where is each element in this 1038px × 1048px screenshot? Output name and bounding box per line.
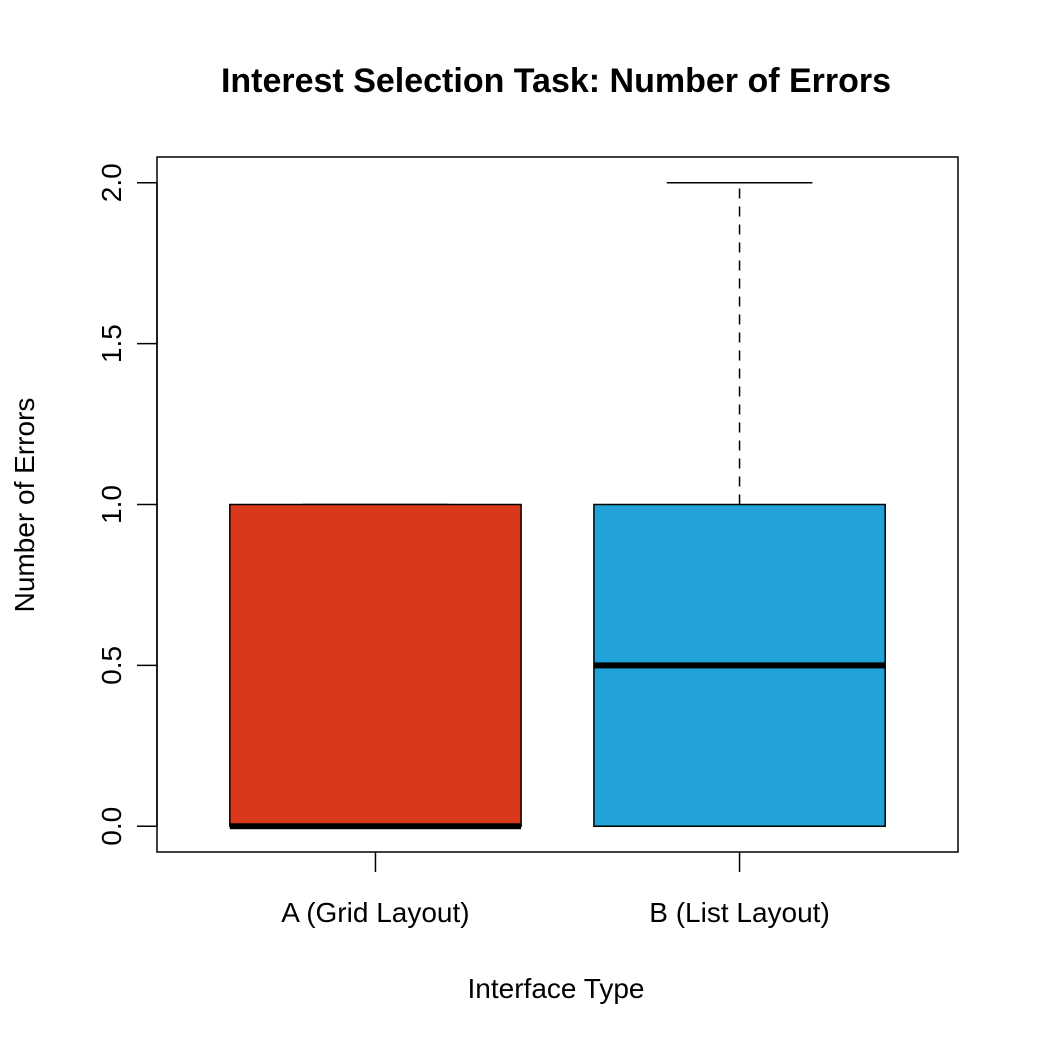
y-tick-label: 1.0 — [96, 485, 127, 524]
box-b — [593, 181, 886, 828]
x-axis: A (Grid Layout) B (List Layout) — [281, 852, 830, 928]
x-axis-title: Interface Type — [468, 973, 645, 1004]
x-tick-label: B (List Layout) — [649, 897, 830, 928]
y-axis: 0.0 0.5 1.0 1.5 2.0 — [96, 163, 158, 846]
y-tick-label: 2.0 — [96, 163, 127, 202]
box-series — [229, 181, 886, 830]
y-axis-title: Number of Errors — [9, 398, 40, 613]
y-tick-label: 0.0 — [96, 807, 127, 846]
y-tick-label: 0.5 — [96, 646, 127, 685]
box-body — [229, 503, 522, 828]
y-tick-label: 1.5 — [96, 324, 127, 363]
chart-title: Interest Selection Task: Number of Error… — [221, 62, 891, 100]
box-a — [229, 503, 522, 830]
x-tick-label: A (Grid Layout) — [281, 897, 469, 928]
